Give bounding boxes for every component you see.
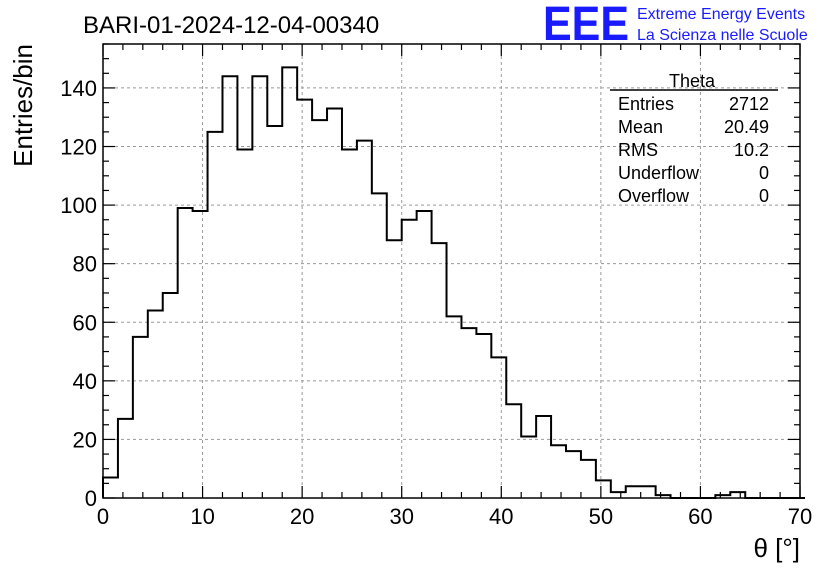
- eee-logo-mark: EEE: [543, 0, 629, 51]
- stats-label-rms: RMS: [618, 140, 658, 160]
- chart-title: BARI-01-2024-12-04-00340: [83, 12, 379, 39]
- stats-label-overflow: Overflow: [618, 186, 690, 206]
- x-tick-label: 70: [788, 504, 812, 529]
- x-tick-label: 10: [190, 504, 214, 529]
- stats-title: Theta: [669, 71, 716, 91]
- stats-label-entries: Entries: [618, 94, 674, 114]
- x-tick-label: 40: [489, 504, 513, 529]
- y-tick-label: 0: [85, 486, 97, 511]
- x-tick-label: 20: [290, 504, 314, 529]
- stats-value-overflow: 0: [759, 186, 769, 206]
- grid: [103, 44, 800, 498]
- y-tick-label: 40: [73, 369, 97, 394]
- x-tick-label: 30: [389, 504, 413, 529]
- y-tick-label: 80: [73, 252, 97, 277]
- x-tick-label: 50: [589, 504, 613, 529]
- plot-frame: [102, 43, 801, 499]
- y-tick-label: 120: [60, 135, 97, 160]
- y-axis-label: Entries/bin: [8, 44, 38, 167]
- stats-label-underflow: Underflow: [618, 163, 700, 183]
- x-tick-label: 60: [688, 504, 712, 529]
- logo-line-1: Extreme Energy Events: [637, 6, 805, 23]
- eee-logo: EEE Extreme Energy Events La Scienza nel…: [543, 0, 808, 51]
- stats-box: Theta Entries 2712 Mean 20.49 RMS 10.2 U…: [610, 71, 778, 206]
- logo-line-2: La Scienza nelle Scuole: [637, 27, 808, 44]
- stats-value-underflow: 0: [759, 163, 769, 183]
- stats-value-mean: 20.49: [724, 117, 769, 137]
- y-tick-label: 20: [73, 427, 97, 452]
- axis-ticks: [102, 43, 801, 499]
- stats-label-mean: Mean: [618, 117, 663, 137]
- x-axis-label: θ [°]: [753, 533, 800, 563]
- y-tick-label: 100: [60, 193, 97, 218]
- stats-value-entries: 2712: [729, 94, 769, 114]
- histogram-outline: [102, 66, 805, 499]
- stats-value-rms: 10.2: [734, 140, 769, 160]
- y-tick-label: 140: [60, 76, 97, 101]
- tick-labels: 0 10 20 30 40 50 60 70 0 20 40 60 80 100 120 140: [60, 76, 812, 529]
- y-tick-label: 60: [73, 310, 97, 335]
- x-tick-label: 0: [97, 504, 109, 529]
